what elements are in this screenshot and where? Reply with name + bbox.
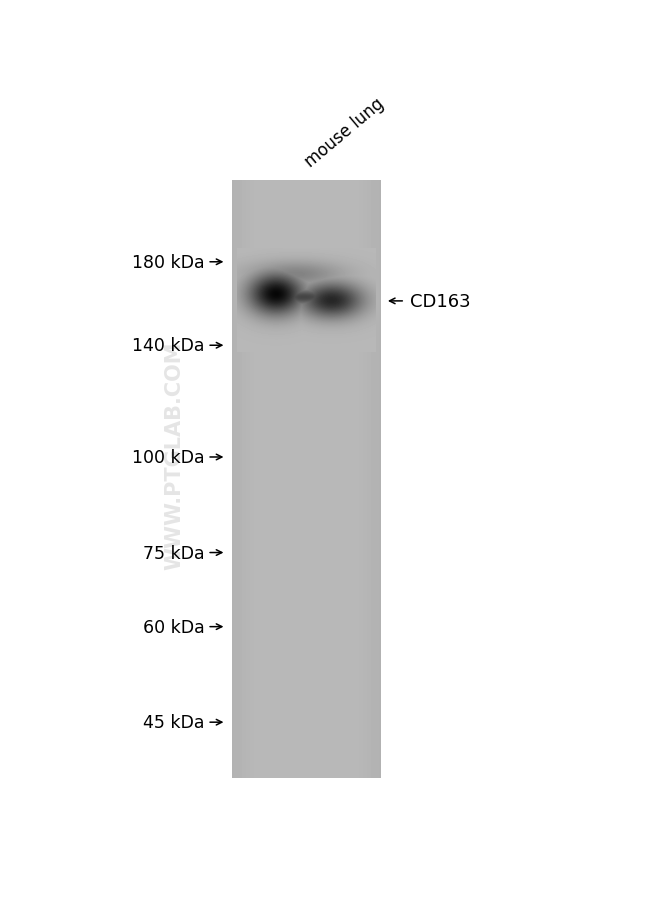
Text: mouse lung: mouse lung xyxy=(302,95,387,170)
Text: CD163: CD163 xyxy=(410,292,471,310)
Text: 180 kDa: 180 kDa xyxy=(132,253,205,272)
Text: 140 kDa: 140 kDa xyxy=(132,336,205,354)
Text: WWW.PTGLAB.COM: WWW.PTGLAB.COM xyxy=(164,341,185,570)
Text: 45 kDa: 45 kDa xyxy=(143,713,205,732)
Text: 75 kDa: 75 kDa xyxy=(143,544,205,562)
Text: 60 kDa: 60 kDa xyxy=(143,618,205,636)
Text: 100 kDa: 100 kDa xyxy=(132,448,205,466)
